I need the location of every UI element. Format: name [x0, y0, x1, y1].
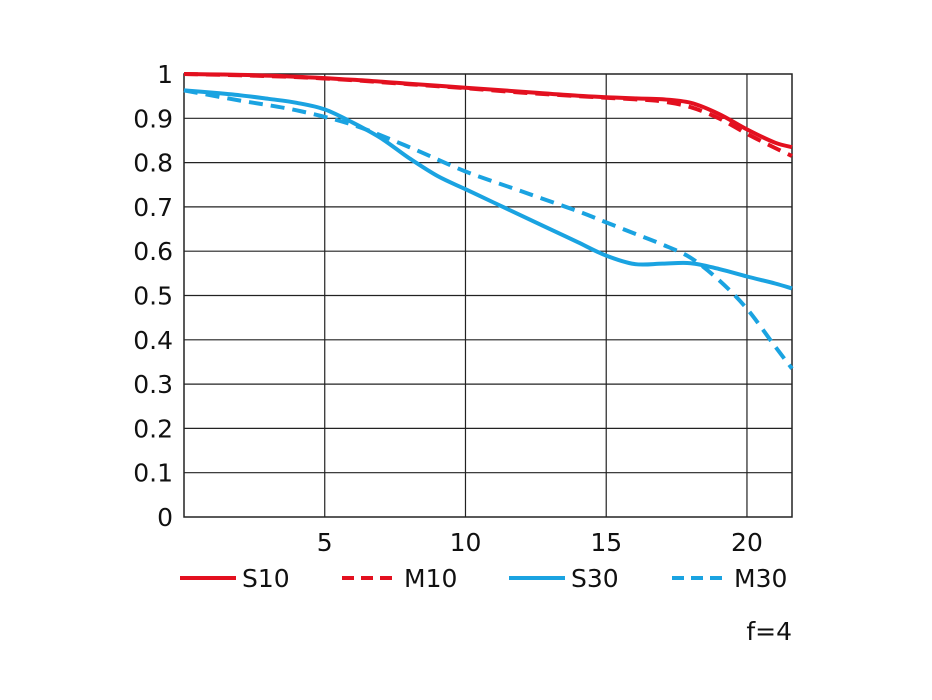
y-tick-label: 0.4 [133, 326, 173, 355]
x-tick-label: 20 [731, 528, 763, 557]
x-tick-label: 15 [590, 528, 622, 557]
y-tick-label: 0.9 [133, 104, 173, 133]
x-tick-label: 5 [317, 528, 333, 557]
y-tick-label: 0 [157, 503, 173, 532]
plot-frame [183, 73, 793, 518]
series-line-m30 [183, 88, 794, 370]
y-tick-label: 0.5 [133, 282, 173, 311]
series-lines [183, 72, 794, 370]
x-axis-ticks: 5 10 15 20 [317, 528, 763, 557]
y-tick-label: 0.1 [133, 459, 173, 488]
legend-label-s10: S10 [242, 564, 290, 593]
y-tick-label: 0.8 [133, 149, 173, 178]
y-tick-label: 0.7 [133, 193, 173, 222]
y-tick-label: 0.3 [133, 370, 173, 399]
plot-border [183, 73, 793, 518]
y-tick-label: 1 [157, 60, 173, 89]
aperture-label: f=4 [746, 617, 792, 646]
legend-label-m30: M30 [734, 564, 787, 593]
y-tick-label: 0.2 [133, 414, 173, 443]
series-line-s10 [183, 72, 793, 150]
legend-label-s30: S30 [571, 564, 619, 593]
legend-label-m10: M10 [404, 564, 457, 593]
y-axis-ticks: 0 0.1 0.2 0.3 0.4 0.5 0.6 0.7 0.8 0.9 1 [133, 60, 173, 532]
legend: S10 M10 S30 M30 [180, 564, 787, 593]
x-tick-label: 10 [450, 528, 482, 557]
y-tick-label: 0.6 [133, 237, 173, 266]
grid-lines [184, 74, 792, 517]
series-line-s30 [183, 88, 793, 291]
series-line-m10 [183, 72, 793, 158]
